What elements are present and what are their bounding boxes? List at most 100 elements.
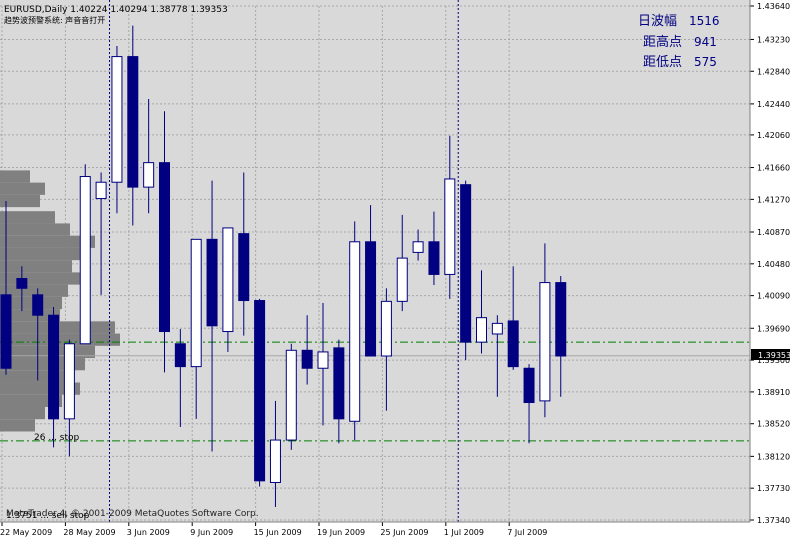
price-tick-label: 1.40090 xyxy=(757,292,790,301)
candle[interactable] xyxy=(476,270,487,354)
candle[interactable] xyxy=(159,111,170,373)
volume-profile-bar xyxy=(0,170,30,183)
candle[interactable] xyxy=(317,302,329,426)
candle[interactable] xyxy=(380,288,392,411)
candle-body-bull xyxy=(285,349,297,441)
candle-body-bull xyxy=(476,317,487,343)
candle[interactable] xyxy=(301,315,313,385)
candle[interactable] xyxy=(206,180,218,452)
candle[interactable] xyxy=(460,180,472,361)
candle[interactable] xyxy=(143,99,155,214)
candle[interactable] xyxy=(16,266,28,312)
candle[interactable] xyxy=(396,214,408,312)
stat-value-range: 1516 xyxy=(689,14,720,28)
candle[interactable] xyxy=(190,238,202,419)
candle[interactable] xyxy=(222,227,234,352)
candle[interactable] xyxy=(95,172,107,295)
volume-profile-bar xyxy=(0,407,45,420)
candle[interactable] xyxy=(365,205,377,357)
candle[interactable] xyxy=(444,135,456,299)
stat-label-range: 日波幅 xyxy=(638,14,677,29)
candle[interactable] xyxy=(285,343,297,450)
candle-body-bear xyxy=(428,241,440,275)
volume-profile-bar xyxy=(0,247,85,261)
candle-body-bear xyxy=(127,56,139,188)
time-tick-label: 25 Jun 2009 xyxy=(380,528,428,537)
time-tick-label: 28 May 2009 xyxy=(63,528,115,537)
candles[interactable] xyxy=(0,25,567,507)
price-tick-label: 1.37730 xyxy=(757,484,790,493)
candle-body-bear xyxy=(365,241,377,357)
volume-profile-bar xyxy=(0,382,80,395)
candle[interactable] xyxy=(555,276,567,397)
time-tick-label: 7 Jul 2009 xyxy=(507,528,547,537)
time-tick-label: 9 Jun 2009 xyxy=(190,528,233,537)
symbol-header: EURUSD,Daily 1.40224 1.40294 1.38778 1.3… xyxy=(4,5,228,15)
candle[interactable] xyxy=(269,400,281,507)
candle[interactable] xyxy=(127,25,139,226)
price-tick-label: 1.39300 xyxy=(757,356,790,365)
candle[interactable] xyxy=(333,339,345,444)
candle[interactable] xyxy=(349,221,361,441)
candle[interactable] xyxy=(539,243,551,418)
candle[interactable] xyxy=(174,329,186,427)
candle-body-bull xyxy=(380,300,392,357)
candle[interactable] xyxy=(412,229,424,261)
volume-profile-bar xyxy=(0,223,70,236)
time-tick-label: 1 Jul 2009 xyxy=(444,528,484,537)
candle-body-bull xyxy=(491,322,503,335)
candle-body-bear xyxy=(523,367,535,404)
candle[interactable] xyxy=(0,200,12,375)
candle-body-bull xyxy=(349,241,361,422)
indicator-header: 趋势波预警系统: 声音音打开 xyxy=(4,15,105,25)
volume-profile-bar xyxy=(0,370,70,383)
candle-body-bear xyxy=(301,349,313,369)
price-axis: 1.43640 1.43230 1.42840 1.42440 1.42060 1.416… xyxy=(750,2,790,525)
candle-body-bear xyxy=(555,282,567,357)
price-axis-background xyxy=(750,0,790,539)
price-tick-label: 1.42840 xyxy=(757,67,790,76)
time-tick-label: 15 Jun 2009 xyxy=(254,528,302,537)
volume-profile-bar xyxy=(0,333,120,346)
time-tick-label: 3 Jun 2009 xyxy=(127,528,170,537)
candle[interactable] xyxy=(111,45,123,214)
volume-profile-bar xyxy=(0,309,60,322)
candle-body-bear xyxy=(174,343,186,368)
candle-body-bull xyxy=(317,351,329,369)
grid-lines xyxy=(0,5,750,522)
volume-profile-bar xyxy=(0,419,35,432)
stat-label-from-low: 距低点 xyxy=(643,55,682,70)
candle[interactable] xyxy=(491,315,503,397)
candle[interactable] xyxy=(63,339,75,457)
candle[interactable] xyxy=(428,211,440,286)
price-tick-label: 1.43230 xyxy=(757,35,790,44)
current-price-label: 1.39353 xyxy=(758,351,790,360)
candle[interactable] xyxy=(238,172,250,336)
time-axis: 22 May 2009 28 May 2009 3 Jun 2009 9 Jun 20… xyxy=(0,522,547,537)
price-tick-label: 1.40870 xyxy=(757,228,790,237)
lower-level-label: 1.3751 ... sell stop xyxy=(6,511,90,521)
candle[interactable] xyxy=(79,164,91,345)
volume-profile-bar xyxy=(0,358,85,371)
volume-profile-bar xyxy=(0,260,72,273)
candle-body-bull xyxy=(111,56,123,183)
candle[interactable] xyxy=(507,266,519,370)
candle[interactable] xyxy=(523,364,535,444)
candle-body-bear xyxy=(254,300,266,482)
stats-panel: 日波幅 1516 距高点 941 距低点 575 xyxy=(638,14,720,70)
volume-profile-bar xyxy=(0,394,62,408)
candle[interactable] xyxy=(48,307,60,448)
volume-profile-bar xyxy=(0,272,80,285)
candle[interactable] xyxy=(32,288,44,381)
price-tick-label: 1.38120 xyxy=(757,452,790,461)
copyright-text: MetaTrader 4, © 2001-2009 MetaQuotes Sof… xyxy=(6,509,259,519)
volume-profile-bar xyxy=(0,194,40,208)
candle-body-bear xyxy=(48,314,60,420)
price-tick-label: 1.37340 xyxy=(757,516,790,525)
candle[interactable] xyxy=(254,298,266,487)
candle-body-bull xyxy=(444,178,456,275)
candle-body-bear xyxy=(507,320,519,368)
time-axis-background xyxy=(0,522,790,539)
